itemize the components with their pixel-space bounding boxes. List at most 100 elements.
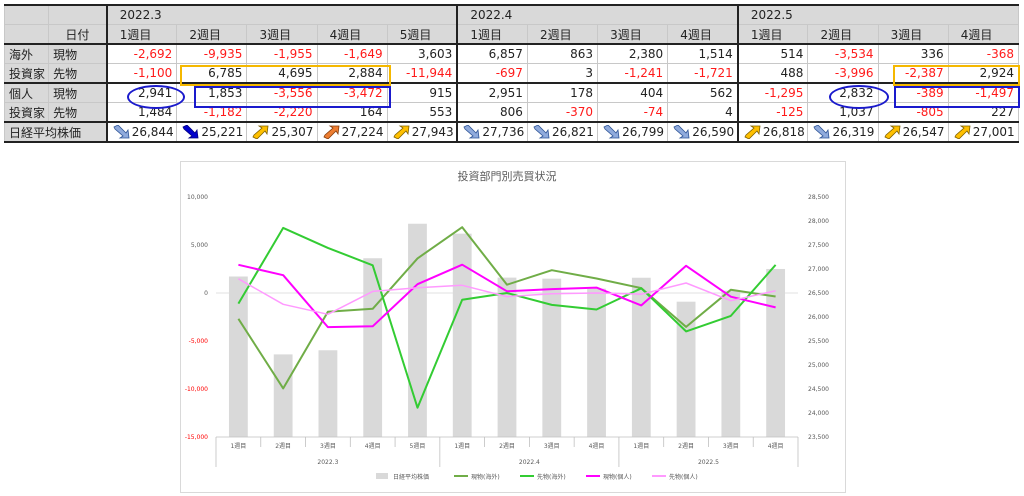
table-cell: -2,220 — [246, 102, 318, 123]
nikkei-bar — [452, 233, 472, 437]
week-header: 4週目 — [316, 24, 388, 45]
nikkei-value: 25,221 — [201, 124, 244, 139]
week-header: 3週目 — [597, 24, 669, 45]
table-cell: -1,721 — [667, 63, 739, 84]
nikkei-cell: 26,590 — [667, 121, 739, 143]
legend-label: 現物(海外) — [471, 473, 500, 481]
group-label: 海外 — [3, 43, 50, 64]
legend-swatch — [376, 473, 388, 479]
nikkei-value: 27,736 — [482, 124, 525, 139]
table-cell: 863 — [526, 43, 599, 64]
table-cell: -805 — [877, 102, 949, 123]
nikkei-row: 日経平均株価 26,844 25,221 25,307 27,224 27,943 27,… — [3, 121, 1020, 143]
table-cell: -1,182 — [176, 102, 248, 123]
legend-label: 現物(個人) — [603, 473, 632, 481]
table-cell: -1,497 — [947, 82, 1020, 103]
table-cell: -2,692 — [105, 43, 178, 64]
table-row: 投資家 先物 1,484 -1,182 -2,220 164 553 806 -370 -74 4-… — [3, 102, 1020, 123]
month-header-2022-4: 2022.4 — [456, 4, 739, 25]
nikkei-value: 26,547 — [902, 124, 945, 139]
arrow-up-icon — [743, 125, 763, 140]
nikkei-value: 26,799 — [622, 124, 665, 139]
week-header: 2週目 — [526, 24, 599, 45]
y-right-tick-label: 26,000 — [808, 314, 829, 321]
corner-cell — [3, 24, 50, 45]
nikkei-value: 27,001 — [972, 124, 1015, 139]
week-header-row: 日付 1週目 2週目 3週目 4週目 5週目 1週目 2週目 3週目 4週目 1週目 2週目 3週目 4… — [3, 24, 1020, 45]
week-header: 1週目 — [456, 24, 528, 45]
week-header: 1週目 — [736, 24, 809, 45]
table-row: 個人 現物 2,941 1,853 -3,556 -3,472 915 2,951 178 404… — [3, 82, 1020, 103]
month-header-2022-3: 2022.3 — [105, 4, 458, 25]
table-cell: -389 — [877, 82, 949, 103]
trading-chart: 投資部門別売買状況 10,000 5,000 0 -5,000 -10,000 -15,00… — [180, 161, 846, 493]
nikkei-value: 25,307 — [271, 124, 314, 139]
series-line — [237, 226, 776, 390]
arrow-up-icon — [251, 125, 271, 140]
weekly-trading-table: 2022.3 2022.4 2022.5 日付 1週目 2週目 3週目 4週目 5週目 1… — [3, 4, 1020, 143]
table-cell: -697 — [456, 63, 528, 84]
y-right-tick-label: 23,500 — [808, 434, 829, 441]
type-label: 現物 — [48, 43, 108, 64]
type-label: 先物 — [48, 63, 108, 84]
nikkei-bar — [631, 277, 651, 437]
nikkei-cell: 26,818 — [736, 121, 809, 143]
arrow-up-icon — [953, 125, 973, 140]
type-label: 現物 — [48, 82, 108, 103]
series-line — [238, 278, 776, 316]
nikkei-value: 27,943 — [411, 124, 454, 139]
arrow-down-icon — [812, 125, 832, 140]
x-group-label: 2022.5 — [698, 459, 719, 466]
table-cell: -74 — [597, 102, 669, 123]
nikkei-bar — [766, 268, 786, 437]
table-cell: -3,534 — [807, 43, 879, 64]
table-cell: 514 — [736, 43, 809, 64]
table-cell: 2,951 — [456, 82, 528, 103]
nikkei-cell: 25,307 — [246, 121, 318, 143]
y-left-tick-label: -10,000 — [185, 386, 208, 393]
legend-label: 先物(海外) — [537, 473, 566, 481]
nikkei-value: 26,844 — [131, 124, 174, 139]
table-cell: -125 — [736, 102, 809, 123]
arrow-down-icon — [672, 125, 692, 140]
arrow-down-icon — [181, 125, 201, 140]
y-right-tick-label: 26,500 — [808, 290, 829, 297]
x-tick-label: 3週目 — [723, 442, 739, 450]
table-cell: 2,941 — [105, 82, 178, 103]
table-cell: 2,924 — [947, 63, 1020, 84]
type-label: 先物 — [48, 102, 108, 123]
series-line — [237, 226, 777, 409]
table-cell: 562 — [667, 82, 739, 103]
nikkei-value: 26,319 — [832, 124, 875, 139]
x-tick-label: 2週目 — [678, 442, 694, 450]
table-cell: 6,785 — [176, 63, 248, 84]
legend-label: 日経平均株価 — [393, 473, 429, 481]
nikkei-label: 日経平均株価 — [3, 121, 108, 143]
week-header: 2週目 — [807, 24, 879, 45]
x-tick-label: 2週目 — [275, 442, 291, 450]
x-tick-label: 4週目 — [589, 442, 605, 450]
y-left-tick-label: -15,000 — [185, 434, 208, 441]
week-header: 3週目 — [877, 24, 949, 45]
y-right-tick-label: 27,500 — [808, 242, 829, 249]
nikkei-bar — [587, 288, 606, 437]
y-right-tick-label: 25,500 — [808, 338, 829, 345]
nikkei-cell: 26,547 — [877, 121, 949, 143]
nikkei-cell: 27,224 — [316, 121, 388, 143]
y-right-tick-label: 25,000 — [808, 362, 829, 369]
x-group-label: 2022.3 — [317, 459, 338, 466]
table-cell: 806 — [456, 102, 528, 123]
x-tick-label: 1週目 — [633, 442, 649, 450]
arrow-up-icon — [392, 125, 412, 140]
nikkei-cell: 26,319 — [807, 121, 879, 143]
table-cell: -1,241 — [597, 63, 669, 84]
table-cell: 336 — [877, 43, 949, 64]
nikkei-cell: 26,799 — [597, 121, 669, 143]
nikkei-cell: 27,001 — [947, 121, 1020, 143]
table-cell: 2,832 — [807, 82, 879, 103]
table-cell: 553 — [386, 102, 458, 123]
table-cell: 488 — [736, 63, 809, 84]
table-cell: -368 — [947, 43, 1020, 64]
nikkei-cell: 27,943 — [386, 121, 458, 143]
nikkei-value: 26,590 — [692, 124, 735, 139]
